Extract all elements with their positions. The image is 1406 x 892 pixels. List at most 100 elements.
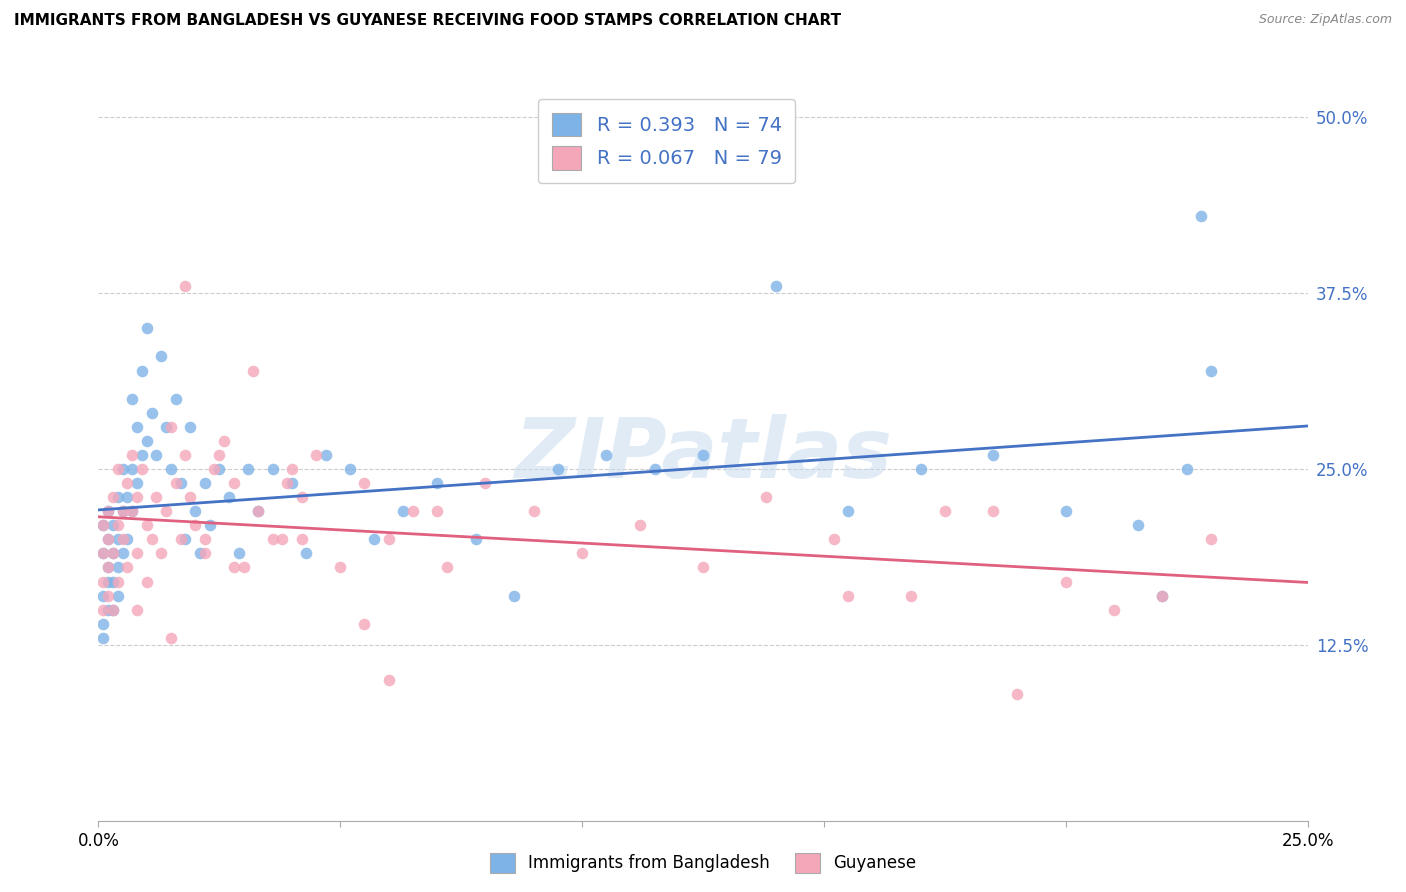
Point [208, 462, 231, 476]
Point [628, 518, 651, 533]
Point [127, 419, 149, 434]
Point [305, 448, 328, 462]
Point [315, 448, 337, 462]
Point [97, 533, 120, 547]
Text: Source: ZipAtlas.com: Source: ZipAtlas.com [1258, 13, 1392, 27]
Point [262, 462, 284, 476]
Point [101, 602, 124, 616]
Point [107, 518, 129, 533]
Point [184, 518, 207, 533]
Point [692, 448, 714, 462]
Point [644, 462, 666, 476]
Point [97, 504, 120, 518]
Point [135, 434, 157, 448]
Point [1152, 589, 1174, 603]
Point [464, 533, 486, 547]
Legend: R = 0.393   N = 74, R = 0.067   N = 79: R = 0.393 N = 74, R = 0.067 N = 79 [538, 99, 796, 184]
Point [101, 546, 124, 560]
Point [135, 321, 157, 335]
Point [281, 476, 304, 491]
Point [91, 518, 114, 533]
Point [169, 533, 191, 547]
Point [765, 279, 787, 293]
Point [194, 546, 217, 560]
Point [91, 546, 114, 560]
Point [97, 560, 120, 574]
Point [127, 546, 149, 560]
Point [218, 490, 240, 504]
Point [1054, 574, 1077, 589]
Point [247, 504, 270, 518]
Point [174, 279, 197, 293]
Point [91, 574, 114, 589]
Point [111, 504, 134, 518]
Point [503, 589, 526, 603]
Point [174, 448, 197, 462]
Point [339, 462, 361, 476]
Point [101, 574, 124, 589]
Point [111, 533, 134, 547]
Point [117, 560, 139, 574]
Point [121, 504, 143, 518]
Point [91, 589, 114, 603]
Point [97, 560, 120, 574]
Point [208, 448, 231, 462]
Point [1175, 462, 1198, 476]
Point [97, 504, 120, 518]
Point [212, 434, 235, 448]
Point [160, 631, 183, 645]
Point [329, 560, 352, 574]
Point [165, 392, 187, 406]
Point [837, 504, 859, 518]
Point [121, 448, 143, 462]
Point [165, 476, 187, 491]
Point [276, 476, 298, 491]
Point [1189, 209, 1212, 223]
Point [97, 574, 120, 589]
Point [121, 392, 143, 406]
Point [101, 546, 124, 560]
Point [101, 602, 124, 616]
Point [111, 504, 134, 518]
Point [547, 462, 569, 476]
Point [169, 476, 191, 491]
Point [97, 533, 120, 547]
Legend: Immigrants from Bangladesh, Guyanese: Immigrants from Bangladesh, Guyanese [484, 847, 922, 880]
Point [900, 589, 922, 603]
Point [353, 616, 375, 631]
Point [1102, 602, 1125, 616]
Point [1007, 687, 1029, 701]
Point [107, 560, 129, 574]
Point [910, 462, 932, 476]
Point [117, 476, 139, 491]
Point [107, 462, 129, 476]
Point [160, 419, 183, 434]
Point [179, 490, 201, 504]
Point [91, 518, 114, 533]
Point [131, 448, 153, 462]
Point [91, 631, 114, 645]
Point [1128, 518, 1150, 533]
Point [91, 616, 114, 631]
Point [402, 504, 425, 518]
Point [595, 448, 617, 462]
Point [523, 504, 546, 518]
Point [145, 490, 167, 504]
Point [426, 504, 449, 518]
Point [131, 462, 153, 476]
Point [121, 504, 143, 518]
Point [121, 462, 143, 476]
Point [107, 589, 129, 603]
Point [242, 363, 264, 377]
Point [247, 504, 270, 518]
Point [111, 462, 134, 476]
Point [1054, 504, 1077, 518]
Point [107, 574, 129, 589]
Point [377, 533, 399, 547]
Point [155, 504, 177, 518]
Point [281, 462, 304, 476]
Point [91, 602, 114, 616]
Point [290, 533, 312, 547]
Point [194, 533, 217, 547]
Point [179, 419, 201, 434]
